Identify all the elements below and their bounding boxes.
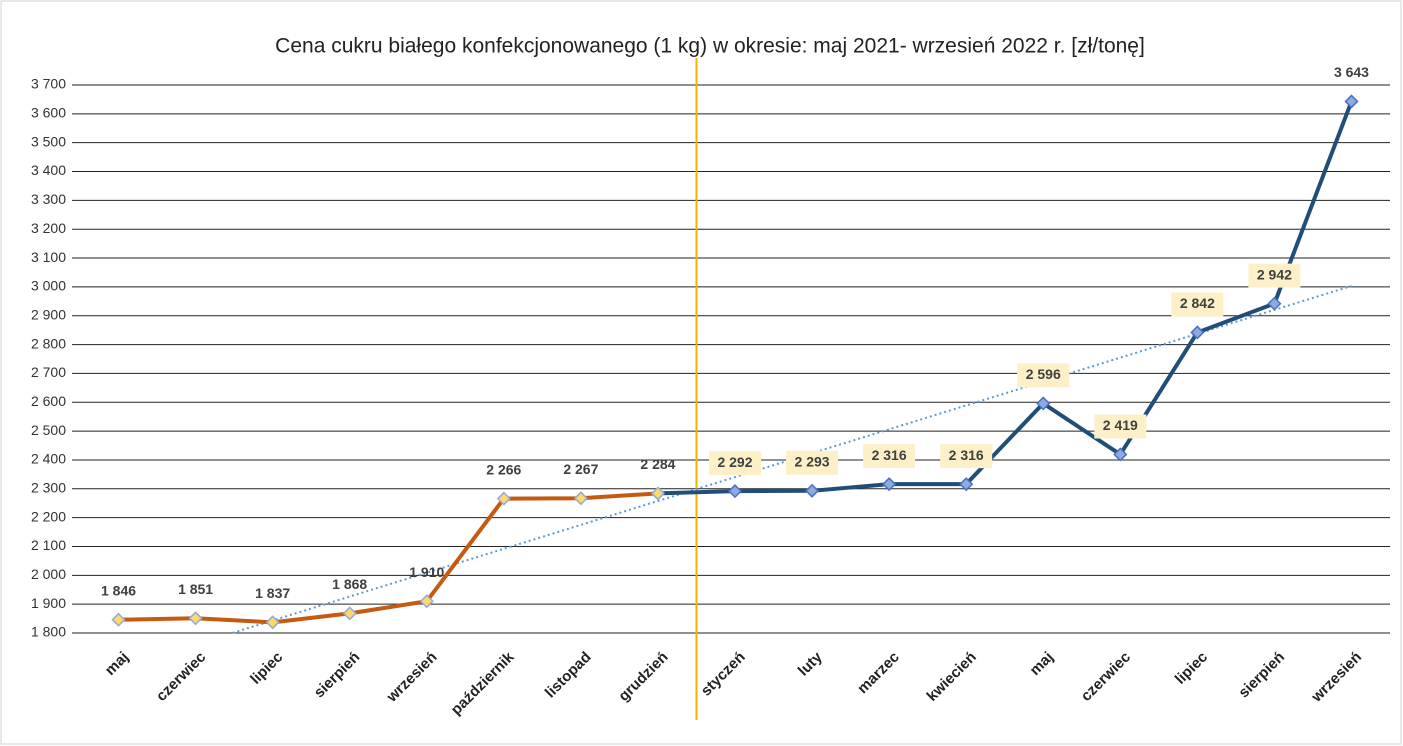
marker [1344,94,1359,109]
y-tick-label: 3 500 [31,133,66,149]
marker [496,491,511,506]
y-tick-label: 3 700 [31,76,66,92]
data-label: 1 846 [101,582,136,598]
y-tick-label: 2 700 [31,364,66,380]
data-label-bg [1017,363,1070,388]
y-tick-label: 2 000 [31,566,66,582]
marker [188,611,203,626]
marker [882,477,897,492]
data-label: 1 851 [178,581,213,597]
y-tick-label: 3 300 [31,191,66,207]
series-line [118,491,659,625]
data-label-bg [863,444,916,469]
marker [959,477,974,492]
y-tick-label: 3 000 [31,278,66,294]
data-label-bg [940,444,993,469]
data-label: 3 643 [1334,64,1369,80]
data-label: 2 316 [949,447,984,463]
data-label: 2 942 [1257,266,1292,282]
data-label-bg [1171,292,1224,317]
marker [342,606,357,621]
data-label: 2 284 [640,456,675,472]
data-label-bg [709,451,761,476]
y-tick-label: 2 900 [31,306,66,322]
y-tick-label: 3 600 [31,105,66,121]
data-label: 2 267 [563,461,598,477]
data-label: 2 316 [872,447,907,463]
y-tick-label: 2 300 [31,479,66,495]
data-label-bg [786,450,839,475]
data-label: 2 842 [1180,295,1215,311]
y-tick-label: 2 500 [31,422,66,438]
marker [727,484,743,499]
data-label: 2 293 [795,454,830,470]
marker [419,594,434,609]
y-tick-label: 2 100 [31,537,66,553]
y-tick-label: 3 400 [31,162,66,178]
series-connector [657,489,736,496]
marker [1113,447,1128,462]
marker [1190,325,1205,340]
marker [265,615,280,630]
y-tick-label: 2 200 [31,508,66,524]
data-label: 2 419 [1103,417,1138,433]
y-tick-label: 2 400 [31,451,66,467]
data-label: 1 910 [409,564,444,580]
y-tick-label: 1 800 [31,624,66,640]
data-label: 2 292 [717,454,752,470]
data-label: 1 868 [332,576,367,592]
data-label: 2 596 [1026,366,1061,382]
y-tick-label: 2 800 [31,335,66,351]
data-label: 1 837 [255,585,290,601]
data-label: 2 266 [486,461,521,477]
y-tick-label: 3 100 [31,249,66,265]
y-tick-label: 1 900 [31,595,66,611]
marker [573,491,588,506]
marker [1267,296,1282,311]
y-tick-label: 2 600 [31,393,66,409]
marker [650,486,666,501]
y-tick-label: 3 200 [31,220,66,236]
marker [1036,396,1051,411]
marker [804,483,820,498]
data-label-bg [1248,263,1301,288]
data-label-bg [1094,414,1147,439]
marker [111,612,126,627]
chart-title: Cena cukru białego konfekcjonowanego (1 … [275,35,1145,58]
